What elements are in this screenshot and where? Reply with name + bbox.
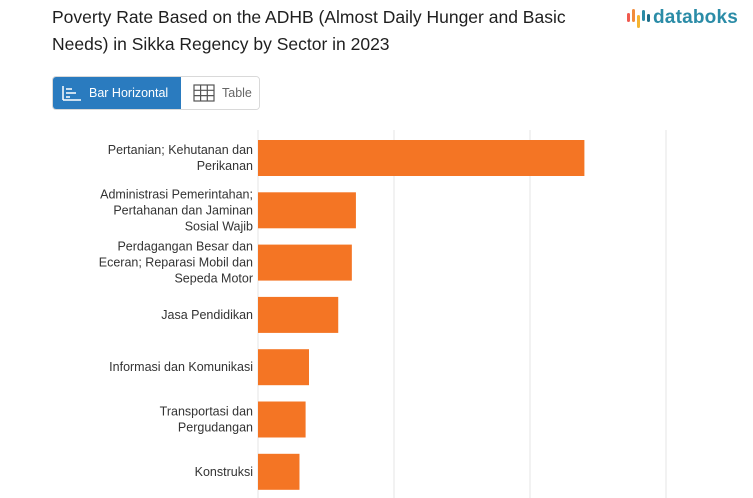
category-label: Pertanian; Kehutanan dan Perikanan	[108, 143, 253, 173]
chart-title: Poverty Rate Based on the ADHB (Almost D…	[52, 7, 566, 54]
view-toggle: Bar Horizontal Table	[52, 76, 260, 110]
bar[interactable]	[258, 140, 585, 176]
bar[interactable]	[258, 192, 356, 229]
bar[interactable]	[258, 296, 339, 333]
category-label: Transportasi dan Pergudangan	[160, 405, 253, 435]
databoks-logo-icon	[627, 9, 650, 28]
bar-chart-icon	[62, 86, 81, 101]
databoks-wordmark: databoks	[653, 7, 739, 28]
table-button[interactable]: Table	[181, 77, 259, 109]
category-label: Jasa Pendidikan	[161, 308, 253, 322]
bar[interactable]	[258, 349, 309, 386]
bar-horizontal-label: Bar Horizontal	[89, 86, 169, 100]
category-label: Konstruksi	[195, 465, 253, 479]
bar[interactable]	[258, 453, 300, 490]
bar[interactable]	[258, 244, 352, 281]
bar-horizontal-button[interactable]: Bar Horizontal	[53, 77, 181, 109]
table-grid-icon	[193, 84, 215, 102]
bar[interactable]	[258, 401, 306, 438]
category-label: Informasi dan Komunikasi	[109, 360, 253, 374]
category-label: Perdagangan Besar dan Eceran; Reparasi Mo…	[99, 240, 253, 286]
databoks-logo: databoks	[626, 6, 738, 30]
bar-chart: Pertanian; Kehutanan dan Perikanan Adminis…	[99, 130, 667, 498]
table-label: Table	[222, 86, 252, 100]
category-label: Administrasi Pemerintahan; Pertahanan dan…	[100, 187, 253, 233]
